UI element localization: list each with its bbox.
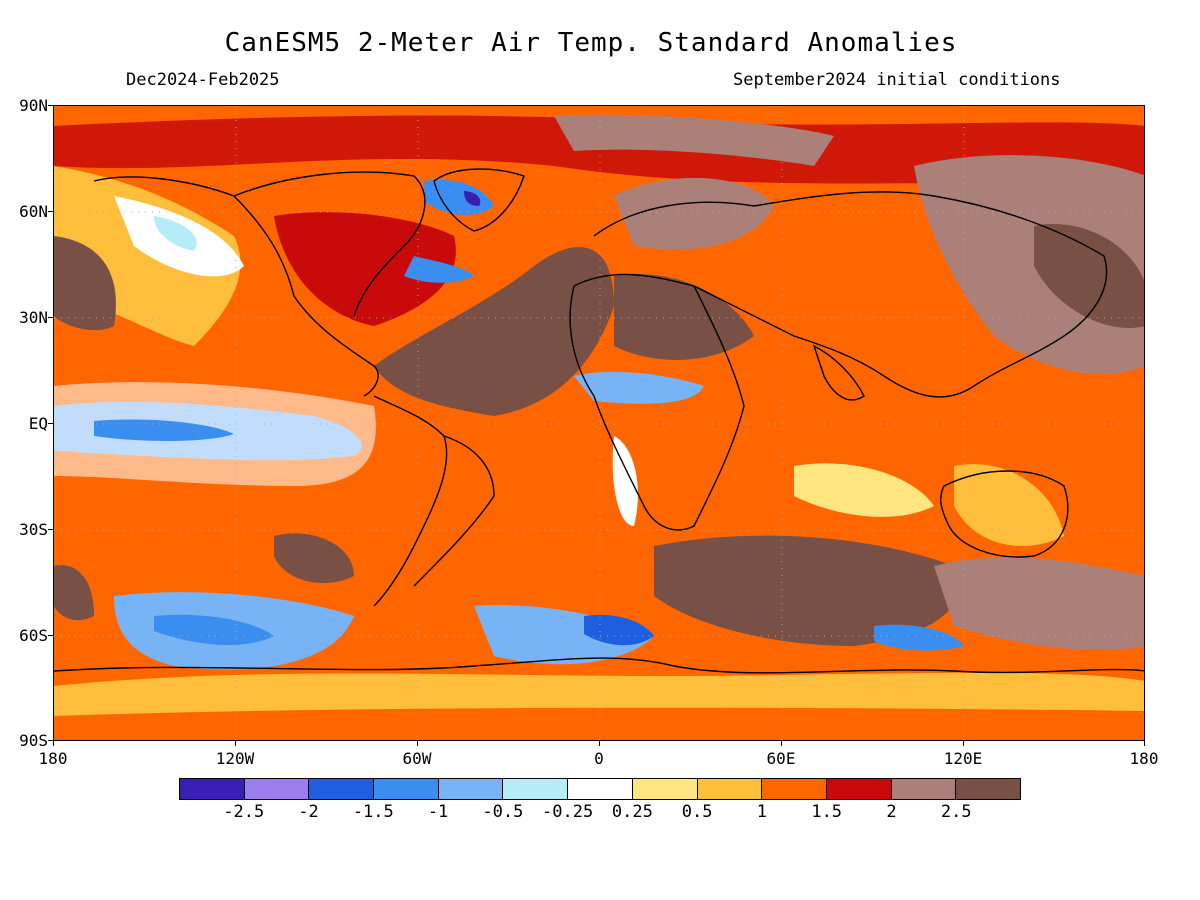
lat-label-90n: 90N [19, 96, 48, 115]
tick-y-eq [48, 423, 53, 424]
indian-ocean-yellow [794, 463, 934, 517]
colorbar-swatch [374, 779, 439, 799]
anomaly-map-svg [54, 106, 1144, 740]
tick-y-90n [48, 105, 53, 106]
lon-label-0: 0 [594, 749, 604, 768]
lat-label-60s: 60S [19, 626, 48, 645]
west-pacific-patch [54, 565, 94, 621]
lon-label-120w: 120W [215, 749, 255, 768]
lat-label-eq: EQ [28, 414, 48, 433]
north-pacific-brown [1034, 224, 1144, 328]
india-coast [812, 344, 865, 401]
colorbar-swatch [438, 779, 504, 799]
weddell-blue-core [584, 614, 654, 646]
colorbar [179, 778, 1021, 800]
lat-label-60n: 60N [19, 202, 48, 221]
colorbar-label: -0.5 [482, 802, 524, 822]
lat-label-30s: 30S [19, 520, 48, 539]
pacific-brown-patch [54, 236, 116, 331]
east-na-red [274, 212, 456, 326]
greenland-blue [424, 179, 494, 216]
colorbar-label: 2.5 [940, 802, 972, 822]
colorbar-label: 0.25 [611, 802, 653, 822]
colorbar-label: 0.5 [681, 802, 713, 822]
greenland-coast [433, 168, 525, 232]
tick-x-180w [53, 741, 54, 746]
lon-label-120e: 120E [943, 749, 983, 768]
tick-x-60e [781, 741, 782, 746]
antarctica-coast [54, 657, 1144, 674]
tick-x-180e [1144, 741, 1145, 746]
tick-y-30n [48, 317, 53, 318]
tick-y-60n [48, 211, 53, 212]
init-conditions-label: September2024 initial conditions [733, 70, 1061, 90]
tick-x-120e [963, 741, 964, 746]
southern-ocean-brown [654, 535, 960, 646]
lon-label-180e: 180 [1129, 749, 1159, 768]
colorbar-swatch [180, 779, 245, 799]
lon-label-60w: 60W [402, 749, 432, 768]
great-lakes-blue [404, 256, 474, 283]
lon-label-60e: 60E [766, 749, 796, 768]
south-pacific-patch [274, 533, 354, 584]
south-america-east-coast [413, 435, 495, 587]
canada-coast [233, 171, 426, 317]
colorbar-label: -0.25 [542, 802, 594, 822]
lat-label-30n: 30N [19, 308, 48, 327]
colorbar-label: -2 [298, 802, 319, 822]
tick-y-60s [48, 635, 53, 636]
atlantic-brown-patch [374, 246, 614, 416]
anomaly-map [53, 105, 1145, 741]
south-pacific-blue-core [154, 614, 274, 646]
siberia-brown-patch [914, 155, 1144, 374]
eurasia-coast [593, 191, 1108, 398]
tick-x-120w [235, 741, 236, 746]
colorbar-swatch [244, 779, 310, 799]
south-atlantic-white [612, 436, 638, 526]
colorbar-swatch [568, 779, 633, 799]
south-america-west-coast [373, 395, 448, 607]
colorbar-swatch [891, 779, 957, 799]
greenland-deep-blue [464, 191, 481, 206]
coastlines [54, 168, 1144, 674]
tick-y-30s [48, 529, 53, 530]
east-antarctic-blue [874, 624, 964, 651]
colorbar-label: 1.5 [811, 802, 843, 822]
colorbar-label: -1 [427, 802, 449, 822]
colorbar-swatch [826, 779, 892, 799]
arctic-brown-patch [554, 114, 834, 166]
valid-period-label: Dec2024-Feb2025 [126, 70, 280, 90]
europe-brown-patch [614, 177, 774, 250]
graticule [54, 106, 1144, 740]
colorbar-swatch [309, 779, 375, 799]
australia-yellow [954, 464, 1064, 546]
colorbar-label: 2 [886, 802, 897, 822]
tick-y-90s [48, 740, 53, 741]
colorbar-swatch [956, 779, 1020, 799]
africa-coast [569, 273, 745, 531]
south-pacific-brown [934, 557, 1144, 650]
na-lightblue-patch [154, 216, 197, 251]
tick-x-0 [599, 741, 600, 746]
tick-x-60w [417, 741, 418, 746]
colorbar-swatch [632, 779, 698, 799]
australia-coast [940, 470, 1069, 558]
antarctic-orange-band [54, 707, 1144, 740]
chart-title: CanESM5 2-Meter Air Temp. Standard Anoma… [224, 28, 958, 58]
colorbar-label: -2.5 [223, 802, 265, 822]
colorbar-swatch [762, 779, 827, 799]
lat-label-90s: 90S [19, 731, 48, 750]
africa-blue-band [574, 371, 704, 404]
north-america-coast [93, 176, 379, 397]
colorbar-label: 1 [756, 802, 768, 822]
colorbar-swatch [697, 779, 763, 799]
lon-label-180w: 180 [38, 749, 68, 768]
colorbar-label: -1.5 [352, 802, 394, 822]
arctic-warm-band [54, 115, 1144, 186]
colorbar-swatch [503, 779, 569, 799]
enso-core-blue [94, 419, 234, 441]
